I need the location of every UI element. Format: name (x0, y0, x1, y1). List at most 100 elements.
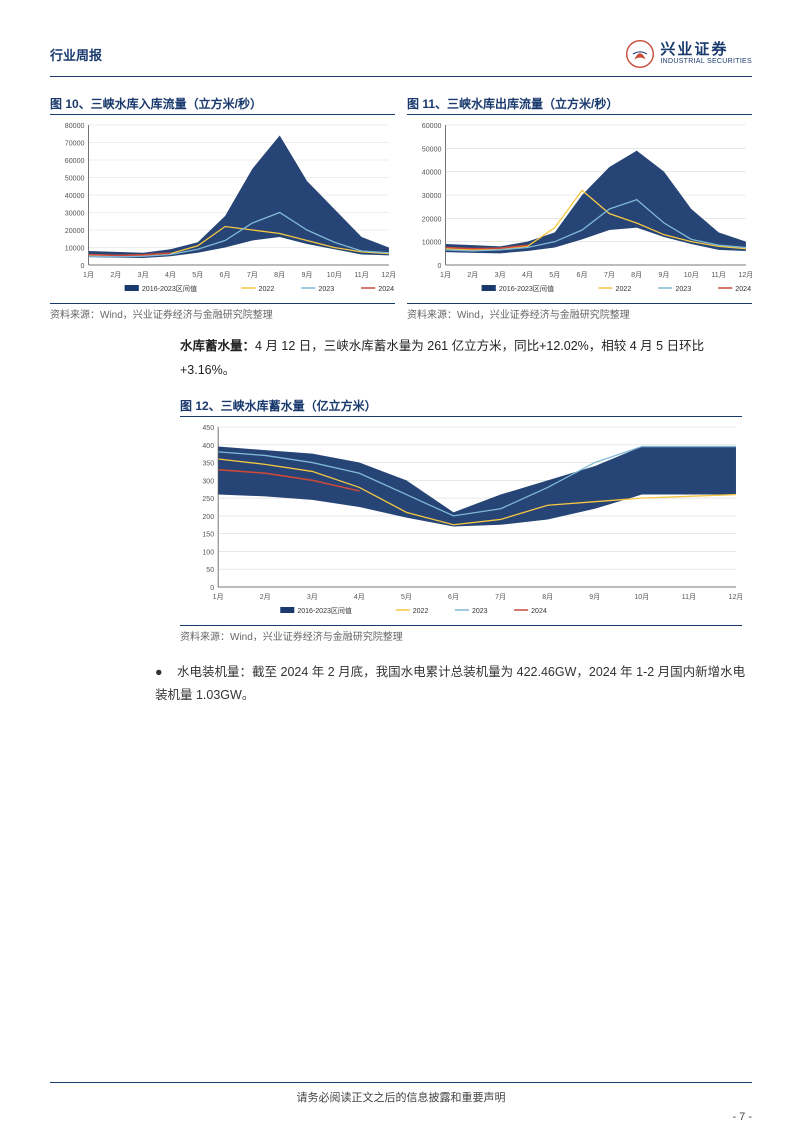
chart-11-title: 图 11、三峡水库出库流量（立方米/秒） (407, 95, 752, 115)
svg-text:1月: 1月 (83, 271, 94, 279)
svg-text:300: 300 (202, 478, 214, 485)
company-logo: 兴业证券 INDUSTRIAL SECURITIES (626, 40, 752, 68)
chart-12-svg: 0 50 100 150 200 250 300 350 400 450 1月 2月 3月 4月 5月 6月 7… (180, 421, 742, 621)
svg-text:0: 0 (438, 263, 442, 270)
svg-text:2022: 2022 (413, 608, 429, 615)
svg-text:5月: 5月 (549, 271, 560, 279)
svg-text:2月: 2月 (260, 593, 271, 601)
chart-11-container: 图 11、三峡水库出库流量（立方米/秒） 0 10000 20000 30000 400… (407, 95, 752, 321)
chart-11-svg: 0 10000 20000 30000 40000 50000 60000 1月 2月 3月 4月 5… (407, 119, 752, 299)
svg-text:12月: 12月 (738, 271, 752, 279)
svg-text:10000: 10000 (422, 240, 442, 247)
svg-text:9月: 9月 (589, 593, 600, 601)
charts-row-top: 图 10、三峡水库入库流量（立方米/秒） 0 10000 20000 30000 400… (50, 95, 752, 321)
svg-text:4月: 4月 (165, 271, 176, 279)
svg-text:70000: 70000 (65, 141, 85, 148)
chart-12-container: 图 12、三峡水库蓄水量（亿立方米） 050100150200250300350… (180, 397, 742, 643)
svg-text:60000: 60000 (65, 158, 85, 165)
svg-text:11月: 11月 (354, 271, 368, 279)
page-footer: 请务必阅读正文之后的信息披露和重要声明 (50, 1082, 752, 1105)
svg-text:10000: 10000 (65, 246, 85, 253)
chart-11-source: 资料来源：Wind，兴业证券经济与金融研究院整理 (407, 303, 752, 321)
svg-text:10月: 10月 (327, 271, 342, 279)
svg-text:400: 400 (202, 442, 214, 449)
svg-text:3月: 3月 (307, 593, 318, 601)
chart-10-source: 资料来源：Wind，兴业证券经济与金融研究院整理 (50, 303, 395, 321)
svg-text:7月: 7月 (604, 271, 615, 279)
svg-text:11月: 11月 (682, 593, 696, 601)
svg-text:4月: 4月 (354, 593, 365, 601)
svg-text:2023: 2023 (472, 608, 488, 615)
svg-text:2024: 2024 (531, 608, 547, 615)
svg-text:60000: 60000 (422, 123, 442, 130)
svg-text:7月: 7月 (247, 271, 258, 279)
svg-text:2016-2023区间值: 2016-2023区间值 (142, 284, 197, 293)
svg-text:8月: 8月 (274, 271, 285, 279)
svg-text:450: 450 (202, 425, 214, 432)
page-number: - 7 - (732, 1111, 752, 1123)
svg-text:3月: 3月 (495, 271, 506, 279)
svg-text:40000: 40000 (422, 170, 442, 177)
para1-label: 水库蓄水量： (180, 339, 255, 353)
svg-text:2024: 2024 (378, 286, 394, 293)
logo-text-en: INDUSTRIAL SECURITIES (660, 58, 752, 66)
svg-text:9月: 9月 (301, 271, 312, 279)
svg-text:1月: 1月 (440, 271, 451, 279)
svg-text:100: 100 (202, 549, 214, 556)
svg-text:2月: 2月 (467, 271, 478, 279)
svg-text:0: 0 (81, 263, 85, 270)
logo-icon (626, 40, 654, 68)
svg-text:350: 350 (202, 460, 214, 467)
svg-text:6月: 6月 (448, 593, 459, 601)
svg-text:5月: 5月 (401, 593, 412, 601)
svg-text:0: 0 (210, 585, 214, 592)
svg-text:30000: 30000 (422, 193, 442, 200)
chart-12-source: 资料来源：Wind，兴业证券经济与金融研究院整理 (180, 625, 742, 643)
svg-text:80000: 80000 (65, 123, 85, 130)
svg-text:2016-2023区间值: 2016-2023区间值 (297, 606, 352, 615)
paragraph-storage: 水库蓄水量：4 月 12 日，三峡水库蓄水量为 261 亿立方米，同比+12.0… (180, 335, 752, 383)
svg-text:30000: 30000 (65, 211, 85, 218)
svg-text:10月: 10月 (684, 271, 699, 279)
paragraph-capacity: ●水电装机量：截至 2024 年 2 月底，我国水电累计总装机量为 422.46… (155, 661, 752, 709)
svg-text:50000: 50000 (422, 146, 442, 153)
svg-text:8月: 8月 (542, 593, 553, 601)
svg-text:2022: 2022 (259, 286, 275, 293)
svg-text:3月: 3月 (138, 271, 149, 279)
svg-text:250: 250 (202, 496, 214, 503)
svg-text:4月: 4月 (522, 271, 533, 279)
page-header: 行业周报 兴业证券 INDUSTRIAL SECURITIES (50, 40, 752, 77)
svg-text:2月: 2月 (110, 271, 121, 279)
svg-text:12月: 12月 (381, 271, 395, 279)
svg-text:9月: 9月 (658, 271, 669, 279)
svg-text:12月: 12月 (729, 593, 742, 601)
svg-text:6月: 6月 (577, 271, 588, 279)
svg-text:2024: 2024 (735, 286, 751, 293)
svg-text:50000: 50000 (65, 176, 85, 183)
chart-10-title: 图 10、三峡水库入库流量（立方米/秒） (50, 95, 395, 115)
para1-text: 4 月 12 日，三峡水库蓄水量为 261 亿立方米，同比+12.02%，相较 … (180, 339, 704, 377)
svg-text:150: 150 (202, 531, 214, 538)
svg-text:10月: 10月 (634, 593, 649, 601)
svg-text:1月: 1月 (213, 593, 224, 601)
footer-disclaimer: 请务必阅读正文之后的信息披露和重要声明 (297, 1092, 506, 1104)
para2-label: 水电装机量： (177, 665, 252, 679)
svg-text:7月: 7月 (495, 593, 506, 601)
svg-text:2016-2023区间值: 2016-2023区间值 (499, 284, 554, 293)
svg-text:2023: 2023 (318, 286, 334, 293)
svg-text:5月: 5月 (192, 271, 203, 279)
chart-10-svg: 0 10000 20000 30000 40000 50000 60000 70000 8000… (50, 119, 395, 299)
bullet-icon: ● (155, 661, 177, 685)
logo-text-cn: 兴业证券 (660, 42, 752, 59)
svg-text:200: 200 (202, 513, 214, 520)
svg-text:20000: 20000 (65, 228, 85, 235)
svg-text:20000: 20000 (422, 216, 442, 223)
svg-text:50: 50 (206, 567, 214, 574)
svg-text:11月: 11月 (711, 271, 725, 279)
chart-10-container: 图 10、三峡水库入库流量（立方米/秒） 0 10000 20000 30000 400… (50, 95, 395, 321)
svg-text:40000: 40000 (65, 193, 85, 200)
svg-text:6月: 6月 (220, 271, 231, 279)
svg-text:2022: 2022 (616, 286, 632, 293)
svg-text:2023: 2023 (675, 286, 691, 293)
report-type: 行业周报 (50, 45, 102, 64)
